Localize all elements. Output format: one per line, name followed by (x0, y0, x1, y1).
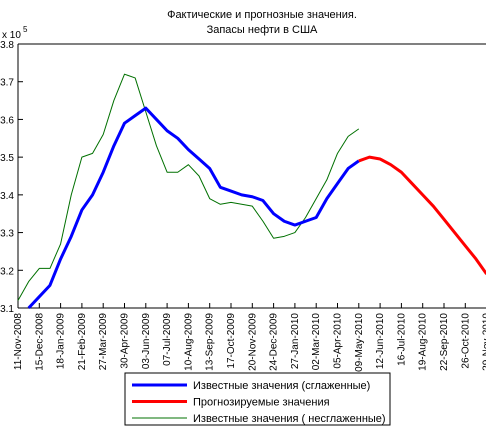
x-tick-label: 29-Nov-2010 (482, 313, 486, 371)
x-tick-label: 26-Oct-2010 (460, 313, 471, 369)
series-line (17, 73, 360, 301)
x-tick-label: 22-Sep-2010 (439, 313, 450, 371)
axis-multiplier-exponent: 5 (23, 25, 28, 34)
x-tick-label: 05-Apr-2010 (333, 313, 344, 369)
x-tick-label: 17-Oct-2009 (226, 313, 237, 369)
x-tick-label: 24-Dec-2009 (269, 313, 280, 371)
x-tick-label: 27-Mar-2009 (98, 313, 109, 371)
series-line (358, 155, 486, 275)
x-tick-label: 02-Mar-2010 (311, 313, 322, 371)
y-tick-label: 3.3 (0, 229, 14, 240)
x-tick-label: 16-Jul-2010 (396, 313, 407, 366)
x-tick-label: 21-Feb-2009 (77, 313, 88, 371)
chart-subtitle: Запасы нефти в США (207, 24, 318, 36)
plot-area: 3.1 3.2 3.3 3.4 3.5 3.6 3.7 3.8 11-Nov-2008 15-De… (0, 40, 486, 372)
y-tick-label: 3.8 (0, 40, 14, 51)
x-tick-label: 27-Jan-2010 (290, 313, 301, 370)
legend-label: Известные значения (сглаженные) (193, 380, 370, 392)
y-tick-label: 3.7 (0, 78, 14, 89)
x-tick-label: 11-Nov-2008 (13, 313, 24, 371)
x-tick-label: 19-Aug-2010 (418, 313, 429, 371)
y-tick-label: 3.5 (0, 153, 14, 164)
x-tick-label: 30-Apr-2009 (120, 313, 131, 369)
legend (124, 372, 391, 426)
x-tick-label: 03-Jun-2009 (141, 313, 152, 370)
x-tick-label: 15-Dec-2008 (34, 313, 45, 371)
y-tick-label: 3.4 (0, 191, 14, 202)
y-tick-label: 3.1 (0, 304, 14, 315)
legend-items: Известные значения (сглаженные) Прогнозир… (132, 380, 386, 425)
series-line (27, 106, 360, 310)
chart-title: Фактические и прогнозные значения. (167, 9, 357, 21)
x-tick-label: 12-Jun-2010 (375, 313, 386, 370)
x-tick-label: 20-Nov-2009 (247, 313, 258, 371)
x-tick-label: 10-Aug-2009 (183, 313, 194, 371)
legend-label: Прогнозируемые значения (193, 397, 330, 409)
x-tick-label: 07-Jul-2009 (162, 313, 173, 366)
y-tick-label: 3.6 (0, 115, 14, 126)
x-tick-label: 13-Sep-2009 (205, 313, 216, 371)
axis-multiplier: x 10 (2, 30, 21, 41)
legend-label: Известные значения ( несглаженные) (193, 413, 386, 425)
x-tick-label: 18-Jan-2009 (56, 313, 67, 370)
y-tick-label: 3.2 (0, 266, 14, 277)
x-tick-label: 09-May-2010 (354, 313, 365, 372)
